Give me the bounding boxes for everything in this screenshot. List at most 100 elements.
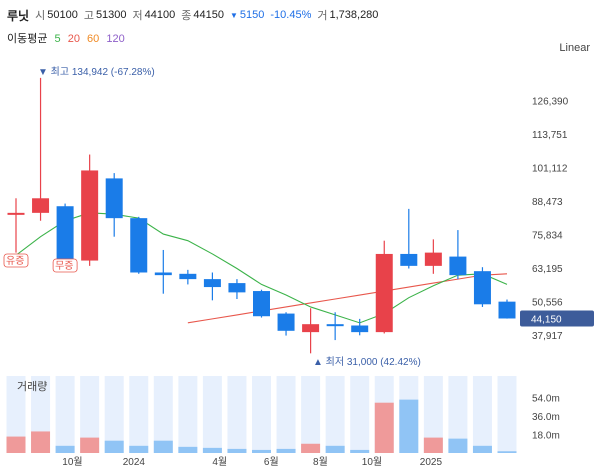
volume-bar xyxy=(448,438,468,453)
volume-bar xyxy=(472,445,492,453)
ma-5-label: 5 xyxy=(54,33,61,45)
volume-tick-label: 54.0m xyxy=(532,394,560,405)
volume-panel-title: 거래량 xyxy=(17,381,48,393)
candle-body xyxy=(302,324,320,333)
candle-body xyxy=(326,324,344,327)
volume-bar-background xyxy=(55,376,75,453)
y-tick-label: 88,473 xyxy=(532,197,563,208)
volume-bar-background xyxy=(202,376,222,453)
volume-value: 1,738,280 xyxy=(329,9,379,21)
event-label: 유증 xyxy=(6,255,24,267)
candle-body xyxy=(400,253,418,266)
volume-bar xyxy=(153,440,173,453)
x-tick-label: 2024 xyxy=(123,457,146,468)
candle-body xyxy=(130,218,148,273)
candle-body xyxy=(105,178,123,219)
candle-body xyxy=(375,253,393,333)
close-value: 44150 xyxy=(193,9,224,21)
volume-bar xyxy=(252,449,271,453)
change-value: 5150 xyxy=(239,9,265,21)
volume-bar xyxy=(374,402,394,453)
volume-bar xyxy=(423,437,443,453)
volume-bar-background xyxy=(497,376,517,453)
current-price-tag xyxy=(520,310,594,327)
ma-20-label: 20 xyxy=(67,33,80,45)
volume-bar xyxy=(31,431,51,453)
y-tick-label: 75,834 xyxy=(532,231,563,242)
volume-bar-background xyxy=(178,376,198,453)
min-price-annotation: ▲ 최저 31,000 (42.42%) xyxy=(313,356,421,368)
down-triangle-icon: ▼ xyxy=(229,10,238,20)
x-tick-label: 10월 xyxy=(62,456,82,468)
volume-bar xyxy=(6,436,26,453)
high-label: 고 xyxy=(83,10,94,22)
volume-bar xyxy=(301,443,321,453)
y-tick-label: 101,112 xyxy=(532,164,568,175)
volume-bar-background xyxy=(129,376,149,453)
candle-body xyxy=(449,256,467,276)
volume-bar-background xyxy=(104,376,124,453)
stock-header: 루닛 시 50100 고 51300 저 44100 종 44150 ▼ 515… xyxy=(7,5,384,25)
y-tick-label: 126,390 xyxy=(532,97,569,108)
ma20-series-line xyxy=(187,273,508,324)
close-label: 종 xyxy=(181,10,192,22)
volume-bar xyxy=(104,440,124,453)
event-badge xyxy=(52,258,78,273)
candle-body xyxy=(351,325,369,333)
y-tick-label: 113,751 xyxy=(532,130,568,141)
volume-bar-background xyxy=(276,376,296,453)
scale-mode-button[interactable]: Linear xyxy=(559,42,590,54)
candle-body xyxy=(424,252,442,266)
high-value: 51300 xyxy=(95,9,127,21)
ma-120-label: 120 xyxy=(106,33,125,45)
candle-body xyxy=(179,273,197,280)
y-tick-label: 50,556 xyxy=(532,298,563,309)
volume-bar xyxy=(399,399,419,453)
volume-bar-background xyxy=(472,376,492,453)
ma-60-label: 60 xyxy=(87,33,100,45)
volume-bar xyxy=(55,445,75,453)
volume-bar-background xyxy=(325,376,345,453)
volume-bar-background xyxy=(153,376,173,453)
moving-average-legend[interactable]: 이동평균 5 20 60 120 xyxy=(7,30,129,46)
current-price-label: 44,150 xyxy=(531,314,562,325)
volume-bar-background xyxy=(350,376,370,453)
candle-body xyxy=(228,283,246,293)
candle-body xyxy=(32,198,50,213)
candle-body xyxy=(498,301,516,319)
volume-bar-background xyxy=(423,376,443,453)
volume-bar xyxy=(497,451,517,453)
x-tick-label: 6월 xyxy=(264,456,279,468)
candle-body xyxy=(253,291,270,317)
ma-legend-title: 이동평균 xyxy=(7,33,48,45)
volume-bar xyxy=(178,446,198,453)
max-price-annotation: ▼ 최고 134,942 (-67.28%) xyxy=(38,66,155,78)
x-tick-label: 8월 xyxy=(313,456,328,468)
volume-tick-label: 18.0m xyxy=(532,431,560,442)
candle-body xyxy=(473,271,491,305)
candle-body xyxy=(277,313,295,331)
volume-bar-background xyxy=(227,376,247,453)
x-tick-label: 4월 xyxy=(212,456,227,468)
volume-bar xyxy=(350,449,370,453)
candle-body xyxy=(7,212,25,215)
y-tick-label: 63,195 xyxy=(532,264,563,275)
x-tick-label: 10월 xyxy=(362,456,382,468)
volume-bar xyxy=(325,445,345,453)
volume-tick-label: 36.0m xyxy=(532,412,560,423)
event-label: 무증 xyxy=(55,260,73,272)
candle-body xyxy=(81,170,99,261)
open-label: 시 xyxy=(35,10,46,22)
volume-bar-background xyxy=(80,376,100,453)
candle-body xyxy=(154,272,172,276)
volume-bar xyxy=(227,448,247,453)
volume-bar xyxy=(129,445,149,453)
volume-bar-background xyxy=(301,376,321,453)
x-tick-label: 2025 xyxy=(420,457,443,468)
volume-bar-background xyxy=(252,376,271,453)
volume-label: 거 xyxy=(317,10,328,22)
volume-bar xyxy=(202,447,222,453)
change-pct: -10.45% xyxy=(270,9,312,21)
candle-body xyxy=(203,279,221,288)
